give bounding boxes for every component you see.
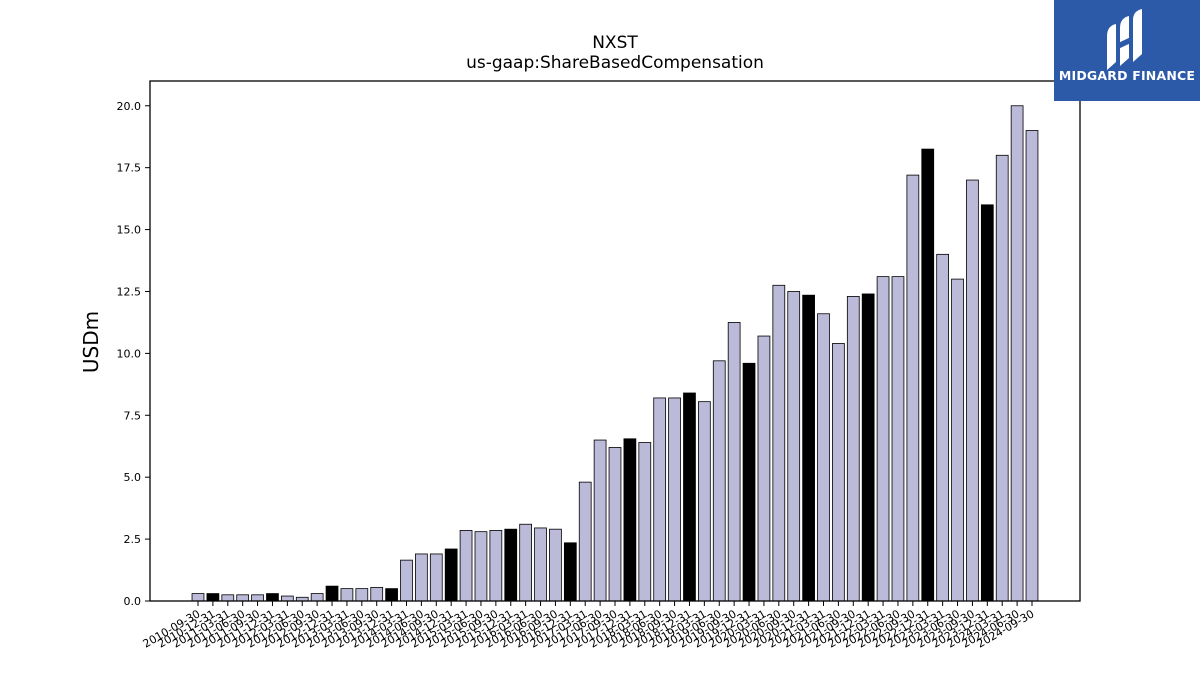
bar-2021-12-31 <box>861 293 875 602</box>
y-tick-label: 5.0 <box>124 471 142 484</box>
y-tick-label: 17.5 <box>117 162 142 175</box>
y-axis-ticks: 0.0 2.5 5.0 7.5 10.0 12.5 15.0 17.5 20.0 <box>117 100 150 608</box>
bar-2017-06-30 <box>593 439 607 602</box>
bar-2021-09-30 <box>846 296 860 602</box>
bar-2017-12-31 <box>623 438 637 602</box>
bar-2019-06-30 <box>712 360 726 602</box>
bar-2016-06-30 <box>534 527 547 602</box>
chart-title: NXST <box>592 33 638 53</box>
y-tick-label: 15.0 <box>117 224 142 237</box>
bar-2015-03-31 <box>459 530 473 602</box>
y-tick-label: 0.0 <box>124 595 142 608</box>
bar-2023-12-31 <box>980 204 994 602</box>
bar-2022-12-31 <box>921 148 935 602</box>
y-tick-label: 10.0 <box>117 347 142 360</box>
bar-2018-09-30 <box>668 397 681 602</box>
bar-2020-12-31 <box>802 294 815 602</box>
bar-2012-12-31 <box>325 585 339 602</box>
bar-2013-09-30 <box>370 586 384 602</box>
bar-2018-12-31 <box>683 392 696 602</box>
bar-2012-03-31 <box>280 595 294 602</box>
bar-2016-09-30 <box>549 528 562 602</box>
bar-2024-03-31 <box>995 154 1009 602</box>
bar-2024-09-30 <box>1025 130 1039 602</box>
bar-2015-12-31 <box>504 528 518 602</box>
bar-2015-06-30 <box>474 531 488 602</box>
bar-2016-03-31 <box>519 523 533 602</box>
bar-2023-06-30 <box>951 278 964 602</box>
bar-2018-03-31 <box>638 442 652 602</box>
bar-2013-03-31 <box>340 588 354 602</box>
bar-2013-06-30 <box>355 588 369 602</box>
bar-2012-09-30 <box>310 593 324 602</box>
bar-2022-09-30 <box>906 174 920 602</box>
bar-2016-12-31 <box>563 542 577 602</box>
bar-2011-12-31 <box>266 593 279 602</box>
bar-2021-06-30 <box>832 343 845 602</box>
bar-2020-06-30 <box>772 284 786 602</box>
bar-2019-03-31 <box>698 401 711 602</box>
bar-2020-09-30 <box>787 291 801 602</box>
bar-2017-03-31 <box>578 481 592 602</box>
bar-2014-06-30 <box>415 553 428 602</box>
chart-subtitle: us-gaap:ShareBasedCompensation <box>466 53 764 73</box>
bar-2019-09-30 <box>727 322 741 602</box>
bars-group <box>191 105 1039 602</box>
bar-2014-09-30 <box>429 553 443 602</box>
bar-2022-03-31 <box>876 276 890 602</box>
bar-2010-12-31 <box>206 593 220 602</box>
bar-2010-09-30 <box>191 593 205 602</box>
bar-2019-12-31 <box>742 362 756 602</box>
y-tick-label: 2.5 <box>124 533 142 546</box>
bar-2017-09-30 <box>608 447 622 602</box>
bar-2011-03-31 <box>221 594 235 602</box>
bar-2021-03-31 <box>817 313 830 602</box>
bar-2024-06-30 <box>1010 105 1024 602</box>
y-axis-label: USDm <box>79 311 103 373</box>
logo-text: MIDGARD FINANCE <box>1058 68 1196 83</box>
bar-2023-03-31 <box>936 253 950 602</box>
bar-2023-09-30 <box>966 179 979 602</box>
bar-2022-06-30 <box>891 276 905 602</box>
y-tick-label: 20.0 <box>117 100 142 113</box>
bar-2018-06-30 <box>653 397 667 602</box>
x-axis-ticks: 2010-09-302010-12-312011-03-312011-06-30… <box>141 601 1037 651</box>
bar-2015-09-30 <box>489 530 503 602</box>
bar-2011-06-30 <box>236 594 250 602</box>
y-tick-label: 7.5 <box>124 409 142 422</box>
bar-2011-09-30 <box>251 594 264 602</box>
midgard-finance-logo: MIDGARD FINANCE <box>1054 0 1200 101</box>
y-tick-label: 12.5 <box>117 285 142 298</box>
bar-2014-12-31 <box>444 548 458 602</box>
bar-2014-03-31 <box>400 559 413 602</box>
midgard-logo-icon <box>1107 9 1142 70</box>
bar-2013-12-31 <box>385 588 398 602</box>
bar-2020-03-31 <box>757 335 771 602</box>
plot-frame <box>149 80 1081 602</box>
